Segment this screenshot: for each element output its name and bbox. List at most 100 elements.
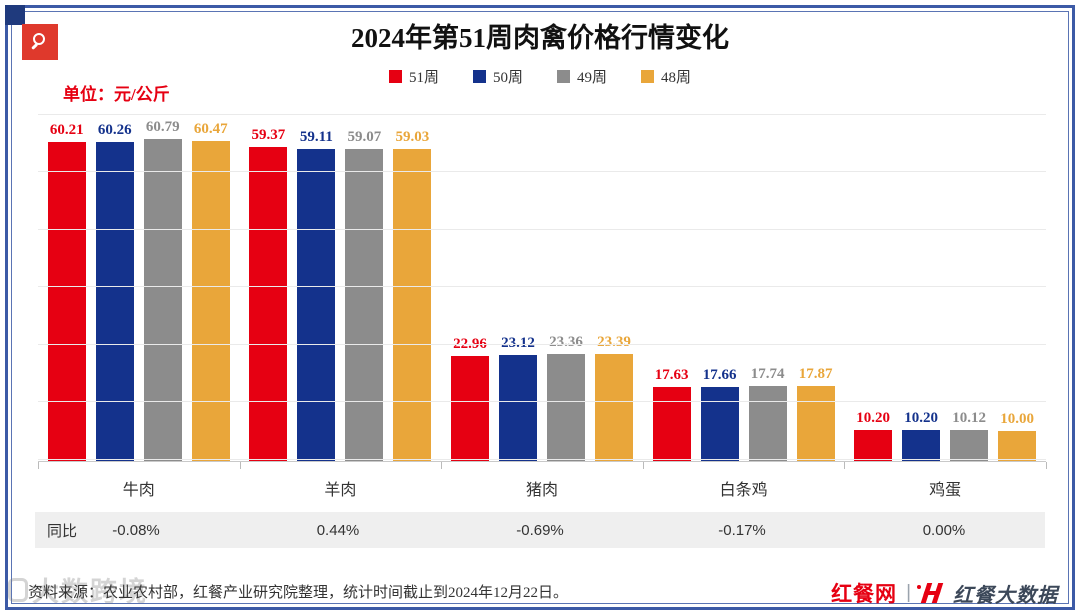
bar [546,354,585,461]
gridline [38,458,1046,460]
legend-swatch-icon [472,70,486,83]
bar-column: 10.00 [998,110,1037,461]
bar-value-label: 10.20 [904,409,939,426]
category-label: 羊肉 [324,482,357,499]
bar-column: 17.87 [796,110,835,461]
bar [594,353,633,461]
bar-value-label: 60.47 [193,120,228,137]
bar-column: 17.63 [652,110,691,461]
bar-group: 17.63 17.66 17.74 17.87 [643,110,845,461]
bar-column: 60.21 [47,110,86,461]
bar-column: 10.20 [902,110,941,461]
bar [498,355,537,461]
bar [998,430,1037,461]
brand-data-name: 红餐大数据 [953,584,1058,607]
legend-swatch-icon [557,70,570,83]
bar-column: 59.03 [393,110,432,461]
legend-item: 51周 [388,66,439,87]
watermark-logo-icon [8,577,28,602]
yoy-band: 同比 -0.08% 0.44% -0.69% -0.17% 0.00% [35,512,1045,548]
axis-tick [38,462,39,469]
bar [47,142,86,461]
bar-groups: 60.21 60.26 60.79 60.47 59.37 59.11 59.07 59.03… [38,110,1046,461]
bar-value-label: 59.11 [299,128,333,145]
legend-label: 51周 [408,70,439,86]
legend-label: 49周 [577,70,608,86]
bar [191,140,230,461]
bar [652,387,691,461]
bar-value-label: 23.39 [597,333,631,350]
bar [748,386,787,461]
axis-tick [844,462,846,469]
brand-separator: | [906,582,911,603]
bar-column: 59.37 [249,110,288,461]
bar [902,429,941,461]
bar-column: 23.36 [546,110,585,461]
bar [854,429,893,461]
bar [450,356,489,461]
bar-value-label: 60.21 [49,122,84,139]
bar-value-label: 22.96 [453,336,487,353]
gridline [38,286,1046,288]
bar-column: 10.20 [854,110,893,461]
magnifier-badge [22,24,58,60]
bar-column: 60.26 [95,110,134,461]
axis-tick [441,462,443,469]
unit-label: 单位：元/公斤 [63,85,170,104]
bar-column: 59.11 [297,110,336,461]
bar-value-label: 23.36 [549,334,583,350]
bar-value-label: 59.03 [395,129,430,146]
category-label: 鸡蛋 [929,482,962,499]
bar-value-label: 59.37 [251,127,286,144]
bar-group: 10.20 10.20 10.12 10.00 [844,110,1046,461]
category-label: 猪肉 [525,482,558,499]
axis-tick [642,462,644,469]
yoy-cells: -0.08% 0.44% -0.69% -0.17% 0.00% [35,522,1045,539]
legend-label: 48周 [661,70,692,86]
category-axis: 牛肉 羊肉 猪肉 白条鸡 鸡蛋 [38,476,1046,500]
bar-value-label: 60.79 [145,118,180,135]
yoy-value: -0.17% [718,521,766,539]
corner-navy-square [5,5,25,25]
bar-column: 60.47 [191,110,230,461]
gridline [38,171,1046,173]
legend-item: 48周 [641,66,691,87]
bar [393,149,432,461]
bar-group: 22.96 23.12 23.36 23.39 [441,110,643,461]
bar-value-label: 59.07 [347,128,382,145]
bar [95,142,134,461]
bar [796,385,835,461]
page-title: 2024年第51周肉禽价格行情变化 [351,23,729,53]
brand-site-name: 红餐网 [831,583,898,606]
legend-swatch-icon [388,70,402,83]
gridline [38,343,1046,345]
bar [345,148,384,461]
hongcan-h-logo-icon [917,583,944,603]
gridline [38,401,1046,403]
bar [249,147,288,461]
axis-tick [239,462,241,469]
yoy-value: 0.00% [922,521,966,539]
gridline [38,228,1046,230]
bar-value-label: 17.63 [654,367,689,383]
plot-area: 60.21 60.26 60.79 60.47 59.37 59.11 59.07 59.03… [38,110,1046,462]
bar-value-label: 10.20 [856,409,891,426]
bar [950,430,989,461]
legend-item: 50周 [472,66,523,87]
bar-group: 59.37 59.11 59.07 59.03 [240,110,442,461]
yoy-value: -0.69% [516,521,564,539]
brand-footer: 红餐网 | 红餐大数据 [831,578,1058,608]
bar [700,386,739,461]
bar-value-label: 10.12 [952,410,987,427]
yoy-row-label: 同比 [47,522,78,540]
bar-value-label: 23.12 [501,335,535,352]
bar-value-label: 60.26 [97,122,132,138]
bar-column: 59.07 [345,110,384,461]
axis-tick [1046,462,1047,469]
legend-swatch-icon [641,70,655,83]
bar-column: 17.66 [700,110,739,461]
bar-column: 23.39 [594,110,633,461]
legend-item: 49周 [557,66,607,87]
category-label: 牛肉 [122,482,155,499]
